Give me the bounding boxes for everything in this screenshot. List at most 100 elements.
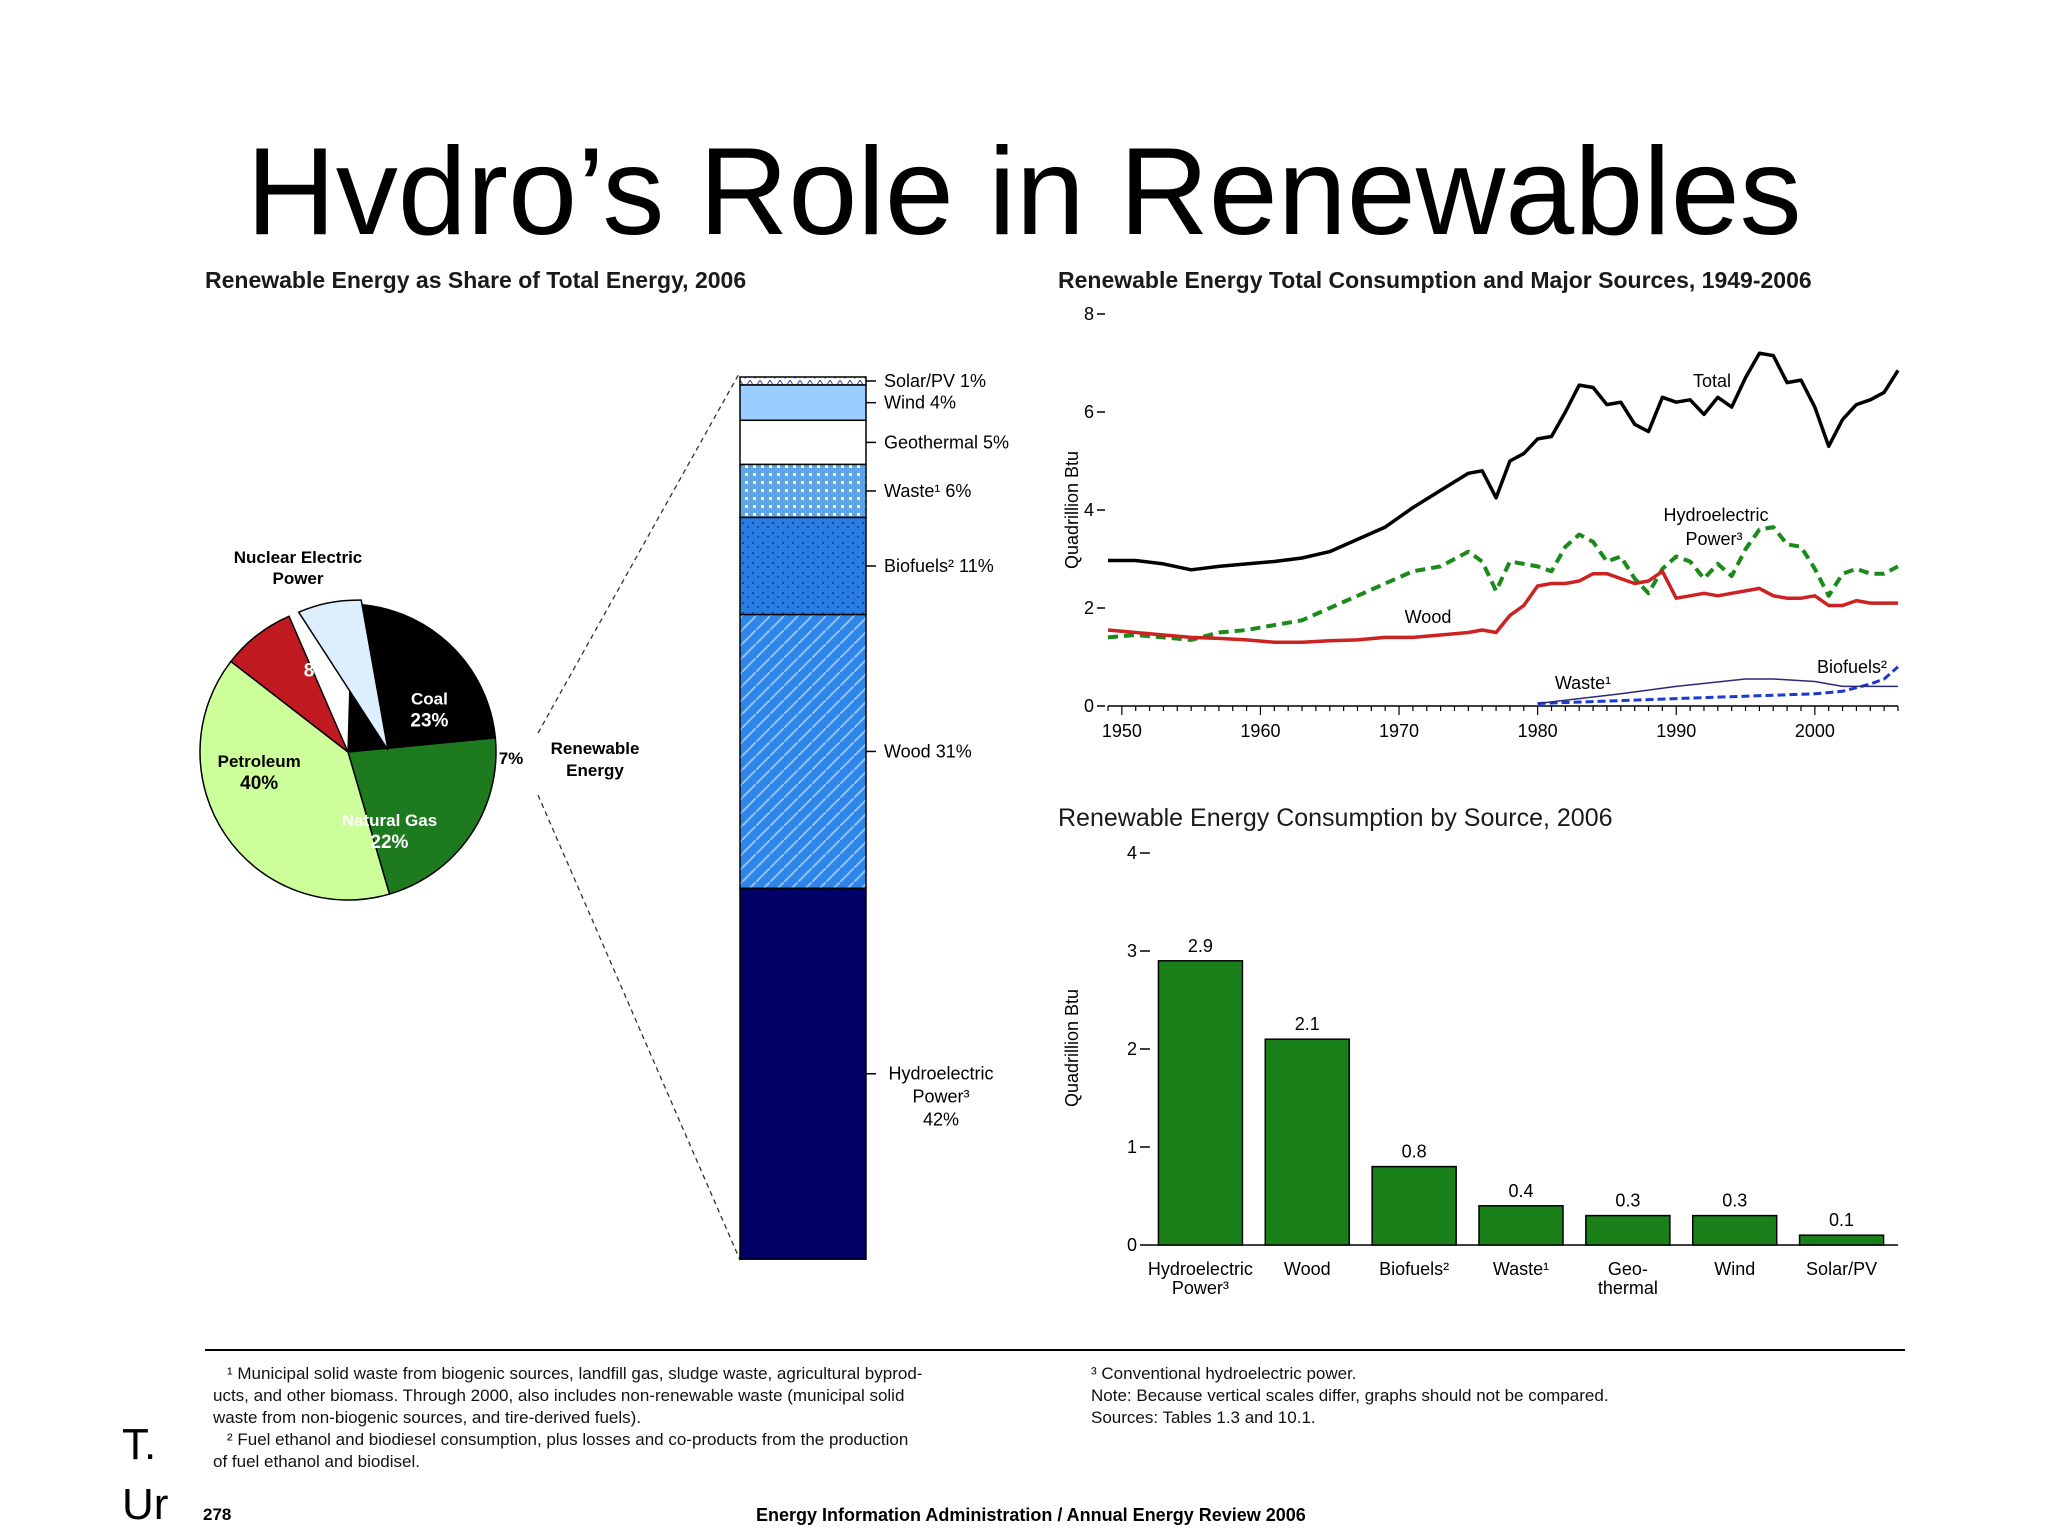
slide-title: Hvdro’s Role in Renewables xyxy=(246,130,1802,248)
series-label: Total xyxy=(1693,371,1731,391)
series-label: Power³ xyxy=(1685,529,1742,549)
y-tick-label: 8 xyxy=(1084,304,1094,324)
pie-slice-value: 23% xyxy=(410,711,448,732)
footnote-line: ¹ Municipal solid waste from biogenic so… xyxy=(227,1364,923,1383)
footnote-line: waste from non-biogenic sources, and tir… xyxy=(213,1408,642,1427)
source-line: Energy Information Administration / Annu… xyxy=(756,1505,1306,1525)
pie-outside-label: Renewable xyxy=(551,739,640,758)
pie-outside-label: Power xyxy=(272,569,323,588)
x-tick-label: 1990 xyxy=(1656,721,1696,741)
stack-segment-wind-4 xyxy=(739,384,867,422)
stack-segment-waste-6 xyxy=(739,463,867,519)
x-tick-label: 1960 xyxy=(1240,721,1280,741)
stack-segment-wood-31 xyxy=(739,613,867,890)
stack-segment-label: Solar/PV 1% xyxy=(884,371,986,391)
line-series-biofuels xyxy=(1537,665,1899,705)
line-series-waste xyxy=(1537,678,1898,705)
pie-outside-label: Energy xyxy=(566,761,624,780)
bar-chart: 0 1 2 3 4 Quadrillion Btu 2.9 HydroelectricPowe… xyxy=(1062,843,1898,1298)
pie-slice-nuclear-electric-power xyxy=(229,615,349,753)
footnote-line: ² Fuel ethanol and biodiesel consumption… xyxy=(227,1430,909,1449)
stack-segment-label: 42% xyxy=(923,1110,959,1130)
slide-footer-text: Ur xyxy=(122,1480,169,1529)
bar-value-label: 0.3 xyxy=(1722,1191,1747,1211)
footnote-line: ³ Conventional hydroelectric power. xyxy=(1091,1364,1357,1383)
y-axis-label: Quadrillion Btu xyxy=(1062,451,1082,569)
series-label: Hydroelectric xyxy=(1663,505,1768,525)
series-label: Wood xyxy=(1405,607,1452,627)
y-tick-label: 0 xyxy=(1127,1235,1137,1255)
y-tick-label: 2 xyxy=(1084,598,1094,618)
bar-category-label: Biofuels² xyxy=(1379,1259,1449,1279)
y-axis-label: Quadrillion Btu xyxy=(1062,989,1082,1107)
stack-segment-geothermal-5 xyxy=(739,419,867,466)
pie-slice-value: 22% xyxy=(370,832,408,853)
y-tick-label: 0 xyxy=(1084,696,1094,716)
x-tick-label: 1950 xyxy=(1102,721,1142,741)
stack-segment-label: Wood 31% xyxy=(884,741,972,761)
line-chart: 1950 1960 1970 1980 1990 2000 0 2 4 6 8 Quadrillion… xyxy=(1062,304,1900,741)
connector-line xyxy=(537,371,741,734)
pie-slice-label: Petroleum xyxy=(218,752,301,771)
slide-footer-text: T. xyxy=(122,1420,157,1469)
bar-category-label: Power³ xyxy=(1172,1278,1229,1298)
connector-line xyxy=(537,794,741,1261)
pie-slice-renewable-energy xyxy=(297,599,389,751)
bar-hydroelectric-power xyxy=(1157,960,1244,1246)
footnote-line: Note: Because vertical scales differ, gr… xyxy=(1091,1386,1609,1405)
line-series-hydroelectric-power xyxy=(1107,525,1899,642)
bar-value-label: 2.1 xyxy=(1295,1014,1320,1034)
stack-segment-hydroelectric-power-42 xyxy=(739,887,867,1260)
footnote-line: Sources: Tables 1.3 and 10.1. xyxy=(1091,1408,1316,1427)
line-chart-title: Renewable Energy Total Consumption and M… xyxy=(1058,267,1812,293)
y-tick-label: 2 xyxy=(1127,1039,1137,1059)
stack-segment-label: Hydroelectric xyxy=(888,1064,993,1084)
bar-category-label: Geo- xyxy=(1608,1259,1648,1279)
line-series-total xyxy=(1108,351,1900,572)
bar-chart-title: Renewable Energy Consumption by Source, … xyxy=(1058,804,1613,832)
y-tick-label: 1 xyxy=(1127,1137,1137,1157)
y-tick-label: 3 xyxy=(1127,941,1137,961)
bar-value-label: 0.3 xyxy=(1615,1191,1640,1211)
stack-segment-biofuels-11 xyxy=(739,516,867,616)
bar-category-label: thermal xyxy=(1598,1278,1658,1298)
series-label: Biofuels² xyxy=(1817,657,1887,677)
footnote-line: of fuel ethanol and biodisel. xyxy=(213,1452,420,1471)
pie-slice-petroleum xyxy=(199,660,391,901)
bar-value-label: 0.1 xyxy=(1829,1210,1854,1230)
y-tick-label: 6 xyxy=(1084,402,1094,422)
pie-slice-value: 40% xyxy=(240,773,278,794)
bar-category-label: Wood xyxy=(1284,1259,1331,1279)
bar-category-label: Solar/PV xyxy=(1806,1259,1877,1279)
footnote-line: ucts, and other biomass. Through 2000, a… xyxy=(213,1386,905,1405)
y-tick-label: 4 xyxy=(1127,843,1137,863)
pie-slice-label: Natural Gas xyxy=(342,811,437,830)
bar-category-label: Wind xyxy=(1714,1259,1755,1279)
bar-category-label: Hydroelectric xyxy=(1148,1259,1253,1279)
bar-solar-pv xyxy=(1798,1234,1885,1246)
stack-segment-label: Geothermal 5% xyxy=(884,432,1009,452)
bar-value-label: 0.4 xyxy=(1508,1181,1533,1201)
stacked-breakdown-chart: Solar/PV 1%Wind 4% Geothermal 5% Waste¹ 6%… xyxy=(537,371,1009,1261)
stack-segment-label: Waste¹ 6% xyxy=(884,481,971,501)
pie-slice-natural-gas xyxy=(347,737,497,895)
pie-slice-label: 8% xyxy=(304,661,332,682)
line-series-wood xyxy=(1107,569,1898,645)
stack-segment-label: Wind 4% xyxy=(884,393,956,413)
bar-biofuels xyxy=(1371,1165,1457,1246)
bar-category-label: Waste¹ xyxy=(1493,1259,1549,1279)
bar-value-label: 2.9 xyxy=(1188,936,1213,956)
bar-wood xyxy=(1264,1038,1351,1246)
page-number: 278 xyxy=(203,1505,232,1524)
stack-segment-label: Power³ xyxy=(912,1087,969,1107)
bar-waste xyxy=(1478,1205,1564,1246)
x-tick-label: 1970 xyxy=(1379,721,1419,741)
pie-chart: Coal 23% Natural Gas 22% Petroleum 40% 8% Nucle… xyxy=(199,548,640,901)
y-tick-label: 4 xyxy=(1084,500,1094,520)
series-label: Waste¹ xyxy=(1555,673,1611,693)
pie-outside-label: Nuclear Electric xyxy=(234,548,363,567)
bar-geo-thermal xyxy=(1585,1214,1671,1246)
bar-value-label: 0.8 xyxy=(1402,1142,1427,1162)
stack-segment-label: Biofuels² 11% xyxy=(884,556,994,576)
